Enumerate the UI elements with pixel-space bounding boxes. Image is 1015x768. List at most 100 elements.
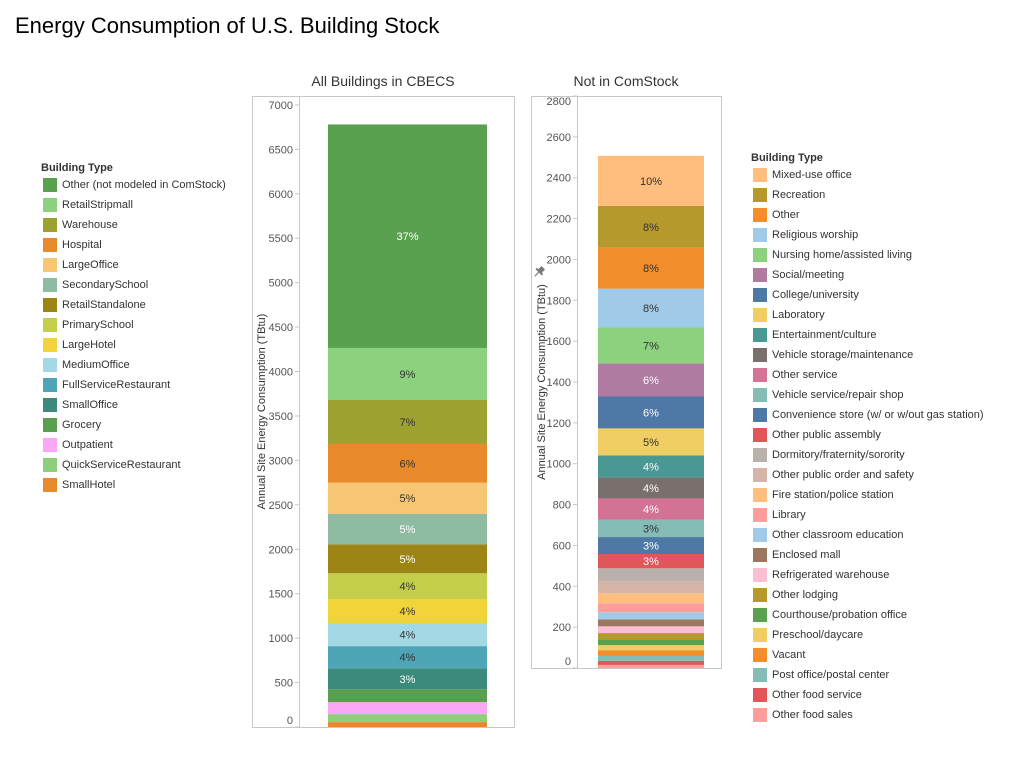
bar-segment-retailstandalone[interactable]	[328, 544, 487, 574]
bar-segment-religious-worship[interactable]	[598, 288, 704, 328]
legend-item-largehotel[interactable]: LargeHotel	[41, 335, 226, 355]
y-tick-label: 6000	[269, 189, 293, 201]
bar-segment-warehouse[interactable]	[328, 399, 487, 444]
legend-item-retailstripmall[interactable]: RetailStripmall	[41, 195, 226, 215]
bar-segment-other-food-sales[interactable]	[598, 664, 704, 668]
bar-segment-vacant[interactable]	[598, 650, 704, 656]
legend-item-other-not-modeled-in-comstock[interactable]: Other (not modeled in ComStock)	[41, 175, 226, 195]
legend-item-recreation[interactable]: Recreation	[751, 185, 984, 205]
legend-item-refrigerated-warehouse[interactable]: Refrigerated warehouse	[751, 565, 984, 585]
legend-swatch	[753, 228, 767, 242]
legend-label: Fire station/police station	[772, 489, 894, 501]
legend-item-vacant[interactable]: Vacant	[751, 645, 984, 665]
legend-swatch	[43, 478, 57, 492]
bar-segment-enclosed-mall[interactable]	[598, 619, 704, 627]
bar-segment-vehicle-service-repair-shop[interactable]	[598, 519, 704, 538]
bar-segment-largeoffice[interactable]	[328, 482, 487, 514]
bar-segment-fullservicerestaurant[interactable]	[328, 646, 487, 669]
bar-segment-laboratory[interactable]	[598, 428, 704, 456]
segment-label-other-not-modeled-in-comstock: 37%	[396, 231, 418, 243]
bar-segment-entertainment-culture[interactable]	[598, 455, 704, 478]
legend-item-other-food-service[interactable]: Other food service	[751, 685, 984, 705]
legend-item-other-lodging[interactable]: Other lodging	[751, 585, 984, 605]
bar-segment-other-classroom-education[interactable]	[598, 612, 704, 620]
legend-item-religious-worship[interactable]: Religious worship	[751, 225, 984, 245]
legend-item-smallhotel[interactable]: SmallHotel	[41, 475, 226, 495]
legend-item-fullservicerestaurant[interactable]: FullServiceRestaurant	[41, 375, 226, 395]
legend-item-post-office-postal-center[interactable]: Post office/postal center	[751, 665, 984, 685]
legend-item-vehicle-storage-maintenance[interactable]: Vehicle storage/maintenance	[751, 345, 984, 365]
bar-segment-mediumoffice[interactable]	[328, 623, 487, 647]
bar-segment-recreation[interactable]	[598, 205, 704, 248]
legend-item-hospital[interactable]: Hospital	[41, 235, 226, 255]
legend-item-convenience-store-w-or-w-out-gas-station[interactable]: Convenience store (w/ or w/out gas stati…	[751, 405, 984, 425]
chart-not-in-comstock: Not in ComStock Annual Site Energy Consum…	[531, 73, 722, 669]
bar-segment-refrigerated-warehouse[interactable]	[598, 626, 704, 634]
y-tick-label: 1600	[547, 336, 571, 348]
bar-segment-nursing-home-assisted-living[interactable]	[598, 327, 704, 364]
legend-item-other[interactable]: Other	[751, 205, 984, 225]
legend-item-library[interactable]: Library	[751, 505, 984, 525]
legend-item-other-public-assembly[interactable]: Other public assembly	[751, 425, 984, 445]
legend-item-other-service[interactable]: Other service	[751, 365, 984, 385]
legend-item-entertainment-culture[interactable]: Entertainment/culture	[751, 325, 984, 345]
legend-item-enclosed-mall[interactable]: Enclosed mall	[751, 545, 984, 565]
legend-item-mixed-use-office[interactable]: Mixed-use office	[751, 165, 984, 185]
bar-segment-fire-station-police-station[interactable]	[598, 593, 704, 604]
bar-segment-convenience-store-w-or-w-out-gas-station[interactable]	[598, 537, 704, 555]
bar-segment-dormitory-fraternity-sorority[interactable]	[598, 568, 704, 582]
bar-segment-hospital[interactable]	[328, 443, 487, 483]
bar-segment-outpatient[interactable]	[328, 702, 487, 715]
legend-item-primaryschool[interactable]: PrimarySchool	[41, 315, 226, 335]
legend-item-preschool-daycare[interactable]: Preschool/daycare	[751, 625, 984, 645]
bar-segment-smallhotel[interactable]	[328, 722, 487, 727]
legend-item-secondaryschool[interactable]: SecondarySchool	[41, 275, 226, 295]
legend-item-fire-station-police-station[interactable]: Fire station/police station	[751, 485, 984, 505]
legend-label: Other public assembly	[772, 429, 881, 441]
bar-segment-other-not-modeled-in-comstock[interactable]	[328, 124, 487, 348]
legend-item-college-university[interactable]: College/university	[751, 285, 984, 305]
legend-item-largeoffice[interactable]: LargeOffice	[41, 255, 226, 275]
bar-segment-other-public-assembly[interactable]	[598, 554, 704, 569]
legend-item-smalloffice[interactable]: SmallOffice	[41, 395, 226, 415]
bar-segment-mixed-use-office[interactable]	[598, 155, 704, 206]
legend-item-warehouse[interactable]: Warehouse	[41, 215, 226, 235]
legend-item-vehicle-service-repair-shop[interactable]: Vehicle service/repair shop	[751, 385, 984, 405]
legend-item-social-meeting[interactable]: Social/meeting	[751, 265, 984, 285]
legend-item-grocery[interactable]: Grocery	[41, 415, 226, 435]
bar-segment-college-university[interactable]	[598, 396, 704, 429]
legend-item-other-classroom-education[interactable]: Other classroom education	[751, 525, 984, 545]
bar-segment-other-service[interactable]	[598, 498, 704, 520]
bar-segment-courthouse-probation-office[interactable]	[598, 639, 704, 646]
bar-segment-other-food-service[interactable]	[598, 660, 704, 665]
bar-segment-grocery[interactable]	[328, 689, 487, 703]
bar-segment-social-meeting[interactable]	[598, 363, 704, 397]
legend-label: Laboratory	[772, 309, 825, 321]
legend-item-courthouse-probation-office[interactable]: Courthouse/probation office	[751, 605, 984, 625]
legend-item-dormitory-fraternity-sorority[interactable]: Dormitory/fraternity/sorority	[751, 445, 984, 465]
legend-label: Refrigerated warehouse	[772, 569, 890, 581]
bar-segment-largehotel[interactable]	[328, 599, 487, 624]
legend-item-retailstandalone[interactable]: RetailStandalone	[41, 295, 226, 315]
bar-segment-secondaryschool[interactable]	[328, 513, 487, 545]
bar-segment-vehicle-storage-maintenance[interactable]	[598, 477, 704, 499]
legend-item-other-public-order-and-safety[interactable]: Other public order and safety	[751, 465, 984, 485]
legend-item-mediumoffice[interactable]: MediumOffice	[41, 355, 226, 375]
legend-label: Outpatient	[62, 439, 113, 451]
bar-segment-smalloffice[interactable]	[328, 668, 487, 690]
legend-item-quickservicerestaurant[interactable]: QuickServiceRestaurant	[41, 455, 226, 475]
legend-label: Other	[772, 209, 800, 221]
bar-segment-post-office-postal-center[interactable]	[598, 655, 704, 661]
bar-segment-preschool-daycare[interactable]	[598, 645, 704, 651]
legend-item-laboratory[interactable]: Laboratory	[751, 305, 984, 325]
legend-item-nursing-home-assisted-living[interactable]: Nursing home/assisted living	[751, 245, 984, 265]
bar-segment-retailstripmall[interactable]	[328, 347, 487, 400]
legend-item-outpatient[interactable]: Outpatient	[41, 435, 226, 455]
bar-segment-other-lodging[interactable]	[598, 633, 704, 640]
bar-segment-other-public-order-and-safety[interactable]	[598, 581, 704, 594]
bar-segment-primaryschool[interactable]	[328, 573, 487, 600]
bar-segment-library[interactable]	[598, 603, 704, 613]
bar-segment-quickservicerestaurant[interactable]	[328, 714, 487, 723]
bar-segment-other[interactable]	[598, 247, 704, 289]
legend-item-other-food-sales[interactable]: Other food sales	[751, 705, 984, 725]
